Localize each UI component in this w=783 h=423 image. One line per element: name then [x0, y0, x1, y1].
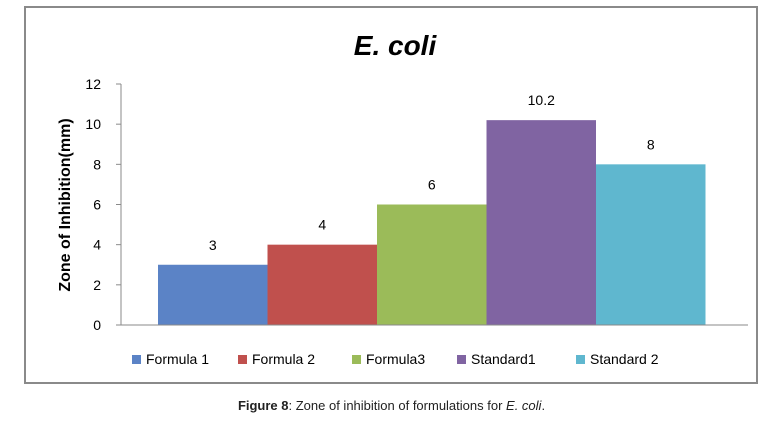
y-axis-label: Zone of Inhibition(mm) — [57, 118, 74, 291]
bar-5 — [596, 164, 706, 325]
y-tick-label: 12 — [85, 76, 101, 92]
y-tick-label: 8 — [93, 156, 101, 172]
legend-label-5: Standard 2 — [590, 351, 659, 367]
caption-end: . — [541, 398, 546, 413]
bar-1 — [158, 264, 268, 325]
legend-swatch-3 — [352, 355, 361, 364]
y-tick-label: 4 — [93, 237, 101, 253]
y-tick-label: 0 — [93, 317, 101, 333]
data-label-3: 6 — [428, 177, 436, 193]
bar-3 — [377, 204, 487, 325]
bar-2 — [267, 244, 377, 325]
legend-label-4: Standard1 — [471, 351, 536, 367]
data-label-4: 10.2 — [528, 92, 555, 108]
caption-figure-label: Figure 8 — [237, 398, 289, 413]
legend-swatch-2 — [238, 355, 247, 364]
caption-text: : Zone of inhibition of formulations for — [288, 398, 507, 413]
data-label-1: 3 — [209, 237, 217, 253]
chart-title: E. coli — [354, 30, 438, 61]
data-label-2: 4 — [318, 217, 326, 233]
caption-organism: E. coli — [506, 398, 542, 413]
legend-label-3: Formula3 — [366, 351, 425, 367]
y-tick-label: 2 — [93, 277, 101, 293]
legend-label-2: Formula 2 — [252, 351, 315, 367]
y-tick-label: 6 — [93, 197, 101, 213]
bar-4 — [486, 120, 596, 326]
legend-swatch-4 — [457, 355, 466, 364]
data-label-5: 8 — [647, 136, 655, 152]
y-tick-label: 10 — [85, 116, 101, 132]
legend: Formula 1 Formula 2 Formula3 Standard1 Stand… — [132, 351, 659, 367]
legend-swatch-5 — [576, 355, 585, 364]
figure-caption: Figure 8: Zone of inhibition of formulat… — [0, 398, 783, 413]
legend-swatch-1 — [132, 355, 141, 364]
legend-label-1: Formula 1 — [146, 351, 209, 367]
plot-area: 0 2 4 6 8 10 12 3 4 6 10.2 8 — [85, 76, 748, 333]
